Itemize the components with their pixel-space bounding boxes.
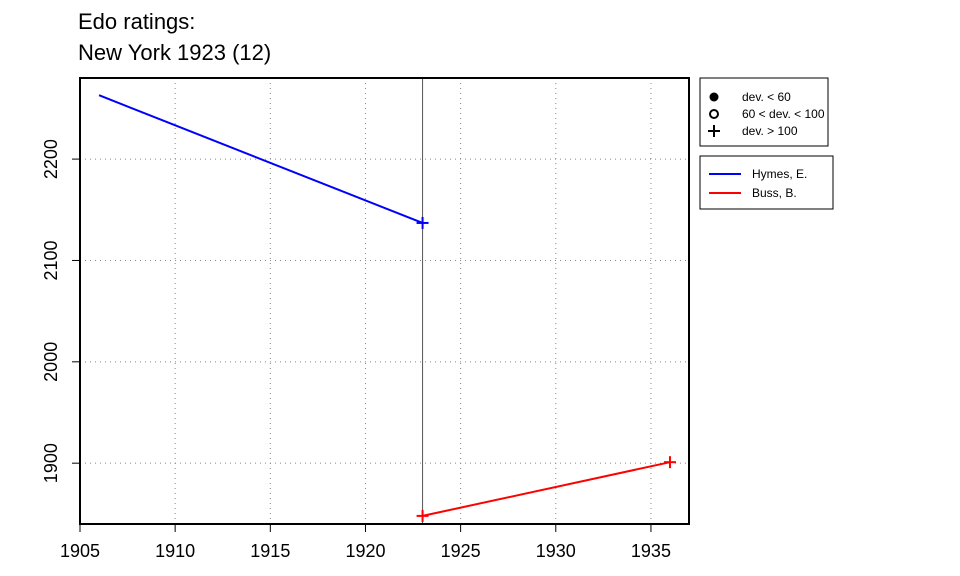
chart-title: Edo ratings: [78, 9, 196, 34]
marker-legend: dev. < 60 60 < dev. < 100 dev. > 100 [699, 77, 829, 147]
x-axis: 1905 1910 1915 1920 1925 1930 1935 [60, 524, 671, 561]
y-tick-label: 2100 [41, 240, 61, 280]
marker-legend-box [699, 77, 829, 147]
x-tick-label: 1920 [345, 541, 385, 561]
grid-lines [80, 78, 689, 524]
y-tick-label: 1900 [41, 443, 61, 483]
plot-frame [79, 77, 690, 525]
series-1-point-2 [416, 216, 429, 229]
x-tick-label: 1905 [60, 541, 100, 561]
marker-legend-label: 60 < dev. < 100 [742, 107, 825, 121]
legend-label-2: Buss, B. [752, 186, 797, 200]
open-circle-icon [709, 109, 719, 119]
y-tick-label: 2000 [41, 342, 61, 382]
series-legend: Hymes, E. Buss, B. [699, 155, 834, 210]
marker-legend-label: dev. > 100 [742, 124, 798, 138]
series-group [98, 94, 676, 522]
y-tick-label: 2200 [41, 139, 61, 179]
series-legend-box [699, 155, 834, 210]
series-2-point-2 [663, 456, 676, 469]
x-tick-label: 1935 [631, 541, 671, 561]
x-tick-label: 1930 [536, 541, 576, 561]
plus-icon [708, 125, 720, 137]
series-line-2 [422, 461, 671, 517]
x-tick-label: 1925 [441, 541, 481, 561]
x-tick-label: 1910 [155, 541, 195, 561]
x-tick-label: 1915 [250, 541, 290, 561]
y-axis: 1900 2000 2100 2200 [41, 139, 80, 483]
series-2-point-1 [416, 509, 429, 522]
legend-label-1: Hymes, E. [752, 167, 807, 181]
series-line-1 [98, 94, 423, 224]
marker-legend-label: dev. < 60 [742, 90, 791, 104]
chart-subtitle: New York 1923 (12) [78, 40, 272, 65]
filled-circle-icon [709, 92, 719, 102]
